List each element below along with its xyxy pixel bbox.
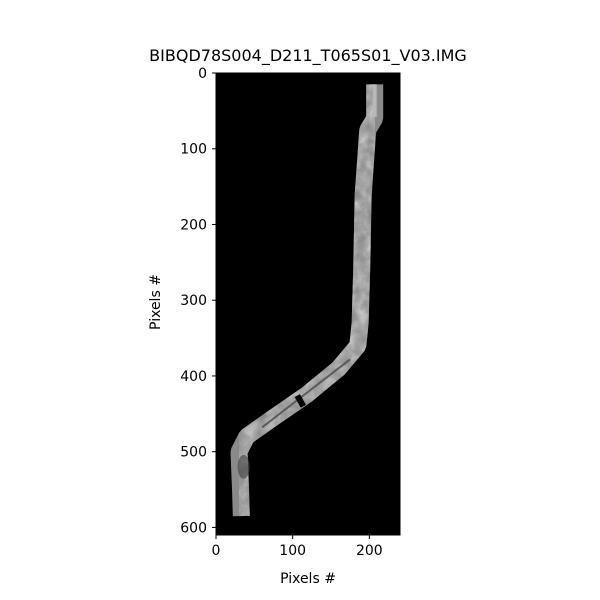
y-tick-label: 600	[180, 520, 207, 536]
y-axis-label: Pixels #	[148, 274, 164, 330]
x-tick-label: 200	[356, 543, 383, 559]
y-axis: 0 100 200 300 400 500 600	[180, 66, 216, 536]
swath-streak	[261, 358, 351, 429]
swath-texture	[230, 84, 384, 517]
x-tick-label: 0	[212, 543, 221, 559]
y-tick-label: 500	[180, 445, 207, 461]
x-axis-label: Pixels #	[280, 571, 336, 587]
swath-dark-patch	[237, 454, 250, 479]
y-tick-label: 300	[180, 293, 207, 309]
plot-frame	[215, 72, 401, 536]
y-tick-label: 400	[180, 369, 207, 385]
x-axis: 0 100 200	[212, 535, 383, 559]
radar-swath	[230, 84, 384, 517]
x-tick-label: 100	[279, 543, 306, 559]
y-tick-label: 0	[198, 66, 207, 82]
y-tick-label: 200	[180, 217, 207, 233]
swath-gap	[294, 394, 306, 408]
y-tick-label: 100	[180, 142, 207, 158]
plot-area	[215, 72, 401, 536]
chart-title: BIBQD78S004_D211_T065S01_V03.IMG	[149, 46, 467, 66]
